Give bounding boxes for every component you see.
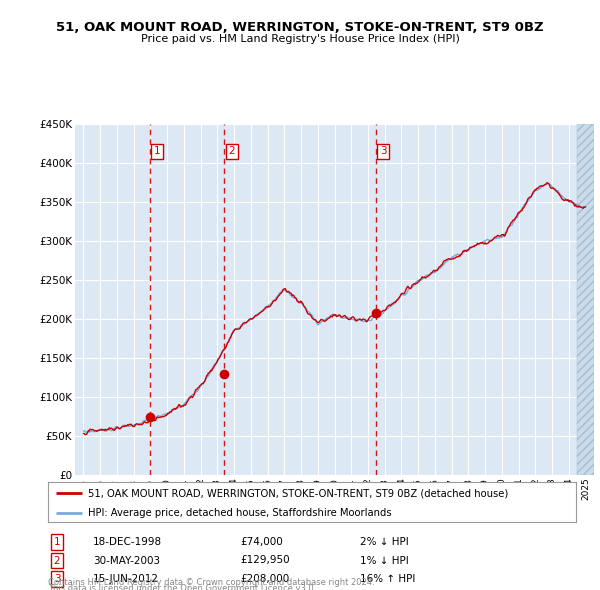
Text: 2% ↓ HPI: 2% ↓ HPI	[360, 537, 409, 546]
Text: 16% ↑ HPI: 16% ↑ HPI	[360, 575, 415, 584]
Text: 3: 3	[53, 575, 61, 584]
Text: 18-DEC-1998: 18-DEC-1998	[93, 537, 162, 546]
Text: 1: 1	[53, 537, 61, 546]
Text: 3: 3	[380, 146, 386, 156]
Text: £208,000: £208,000	[240, 575, 289, 584]
Text: 1% ↓ HPI: 1% ↓ HPI	[360, 556, 409, 565]
Text: HPI: Average price, detached house, Staffordshire Moorlands: HPI: Average price, detached house, Staf…	[88, 509, 391, 519]
Bar	[577, 124, 594, 475]
Text: 15-JUN-2012: 15-JUN-2012	[93, 575, 159, 584]
Text: £74,000: £74,000	[240, 537, 283, 546]
Text: 51, OAK MOUNT ROAD, WERRINGTON, STOKE-ON-TRENT, ST9 0BZ: 51, OAK MOUNT ROAD, WERRINGTON, STOKE-ON…	[56, 21, 544, 34]
Text: 30-MAY-2003: 30-MAY-2003	[93, 556, 160, 565]
Text: 2: 2	[53, 556, 61, 565]
Text: 1: 1	[154, 146, 160, 156]
Text: 2: 2	[229, 146, 235, 156]
Text: £129,950: £129,950	[240, 556, 290, 565]
Bar	[577, 124, 594, 475]
Text: 51, OAK MOUNT ROAD, WERRINGTON, STOKE-ON-TRENT, ST9 0BZ (detached house): 51, OAK MOUNT ROAD, WERRINGTON, STOKE-ON…	[88, 489, 508, 499]
Text: This data is licensed under the Open Government Licence v3.0.: This data is licensed under the Open Gov…	[48, 584, 316, 590]
Text: Price paid vs. HM Land Registry's House Price Index (HPI): Price paid vs. HM Land Registry's House …	[140, 34, 460, 44]
Text: Contains HM Land Registry data © Crown copyright and database right 2024.: Contains HM Land Registry data © Crown c…	[48, 578, 374, 587]
